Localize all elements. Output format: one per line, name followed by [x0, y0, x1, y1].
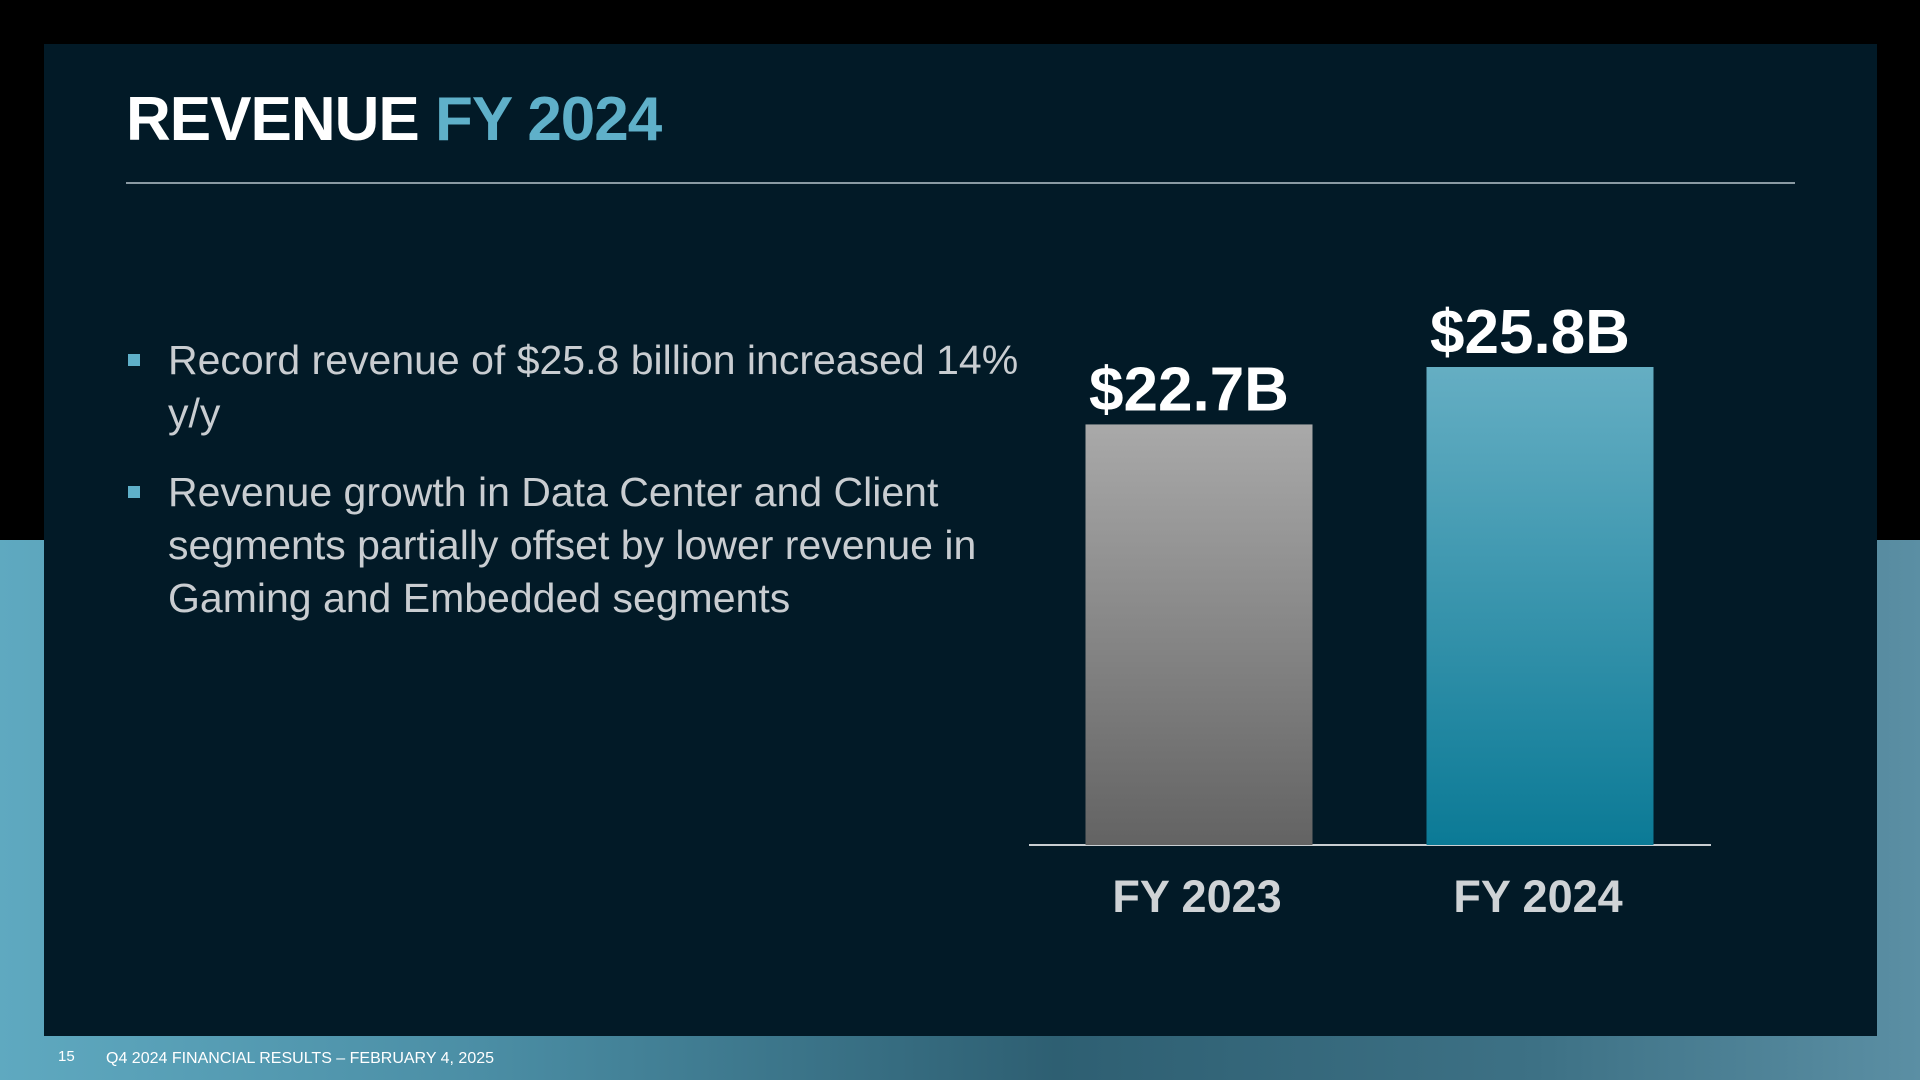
category-label: FY 2023 [1112, 871, 1281, 922]
slide-title: REVENUE FY 2024 [126, 84, 662, 155]
data-label: $22.7B [1089, 355, 1289, 424]
square-bullet-icon [128, 354, 140, 366]
title-main: REVENUE [126, 85, 420, 154]
title-accent: FY 2024 [434, 85, 662, 154]
bar-fy-2023 [1085, 424, 1313, 845]
footer-text: Q4 2024 FINANCIAL RESULTS – FEBRUARY 4, … [106, 1050, 495, 1067]
bullet-text: Record revenue of $25.8 billion increase… [168, 337, 1019, 436]
data-label: $25.8B [1430, 298, 1630, 367]
bar-fy-2024 [1426, 367, 1654, 845]
bullet-item: Revenue growth in Data Center and Client… [126, 466, 1046, 625]
bullet-text: Revenue growth in Data Center and Client… [168, 469, 977, 621]
page-number: 15 [58, 1048, 75, 1065]
title-divider [126, 182, 1795, 184]
category-label: FY 2024 [1453, 871, 1622, 922]
bullet-item: Record revenue of $25.8 billion increase… [126, 334, 1046, 440]
square-bullet-icon [128, 486, 140, 498]
bullet-list: Record revenue of $25.8 billion increase… [126, 334, 1046, 651]
